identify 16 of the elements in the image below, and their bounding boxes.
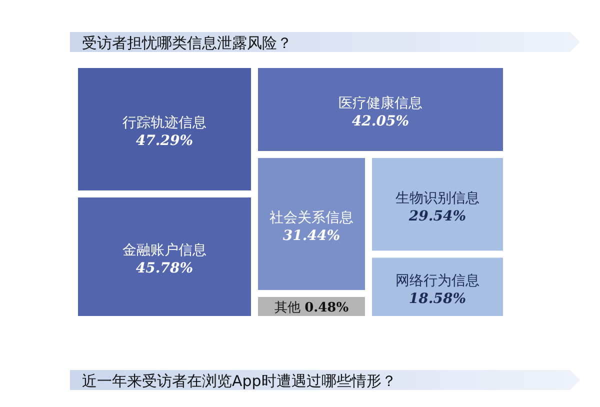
category-label: 其他 xyxy=(274,300,305,316)
data-label: 42.05% xyxy=(352,114,410,130)
category-label: 行踪轨迹信息 xyxy=(122,115,206,132)
category-label: 医疗健康信息 xyxy=(338,96,422,112)
category-label: 社会关系信息 xyxy=(270,210,354,226)
category-label: 网络行为信息 xyxy=(396,272,480,289)
annotation: 近一年来受访者在浏览App时遭遇过哪些情形？ xyxy=(82,372,396,390)
category-label: 生物识别信息 xyxy=(396,190,480,206)
data-label: 31.44% xyxy=(282,228,340,244)
data-label: 18.58% xyxy=(408,290,466,307)
data-label: 0.48% xyxy=(304,300,350,316)
category-label: 金融账户信息 xyxy=(122,242,206,259)
title: 受访者担忧哪类信息泄露风险？ xyxy=(82,34,292,52)
data-label: 47.29% xyxy=(136,133,194,150)
data-label: 45.78% xyxy=(136,260,194,277)
data-label: 29.54% xyxy=(408,208,466,224)
